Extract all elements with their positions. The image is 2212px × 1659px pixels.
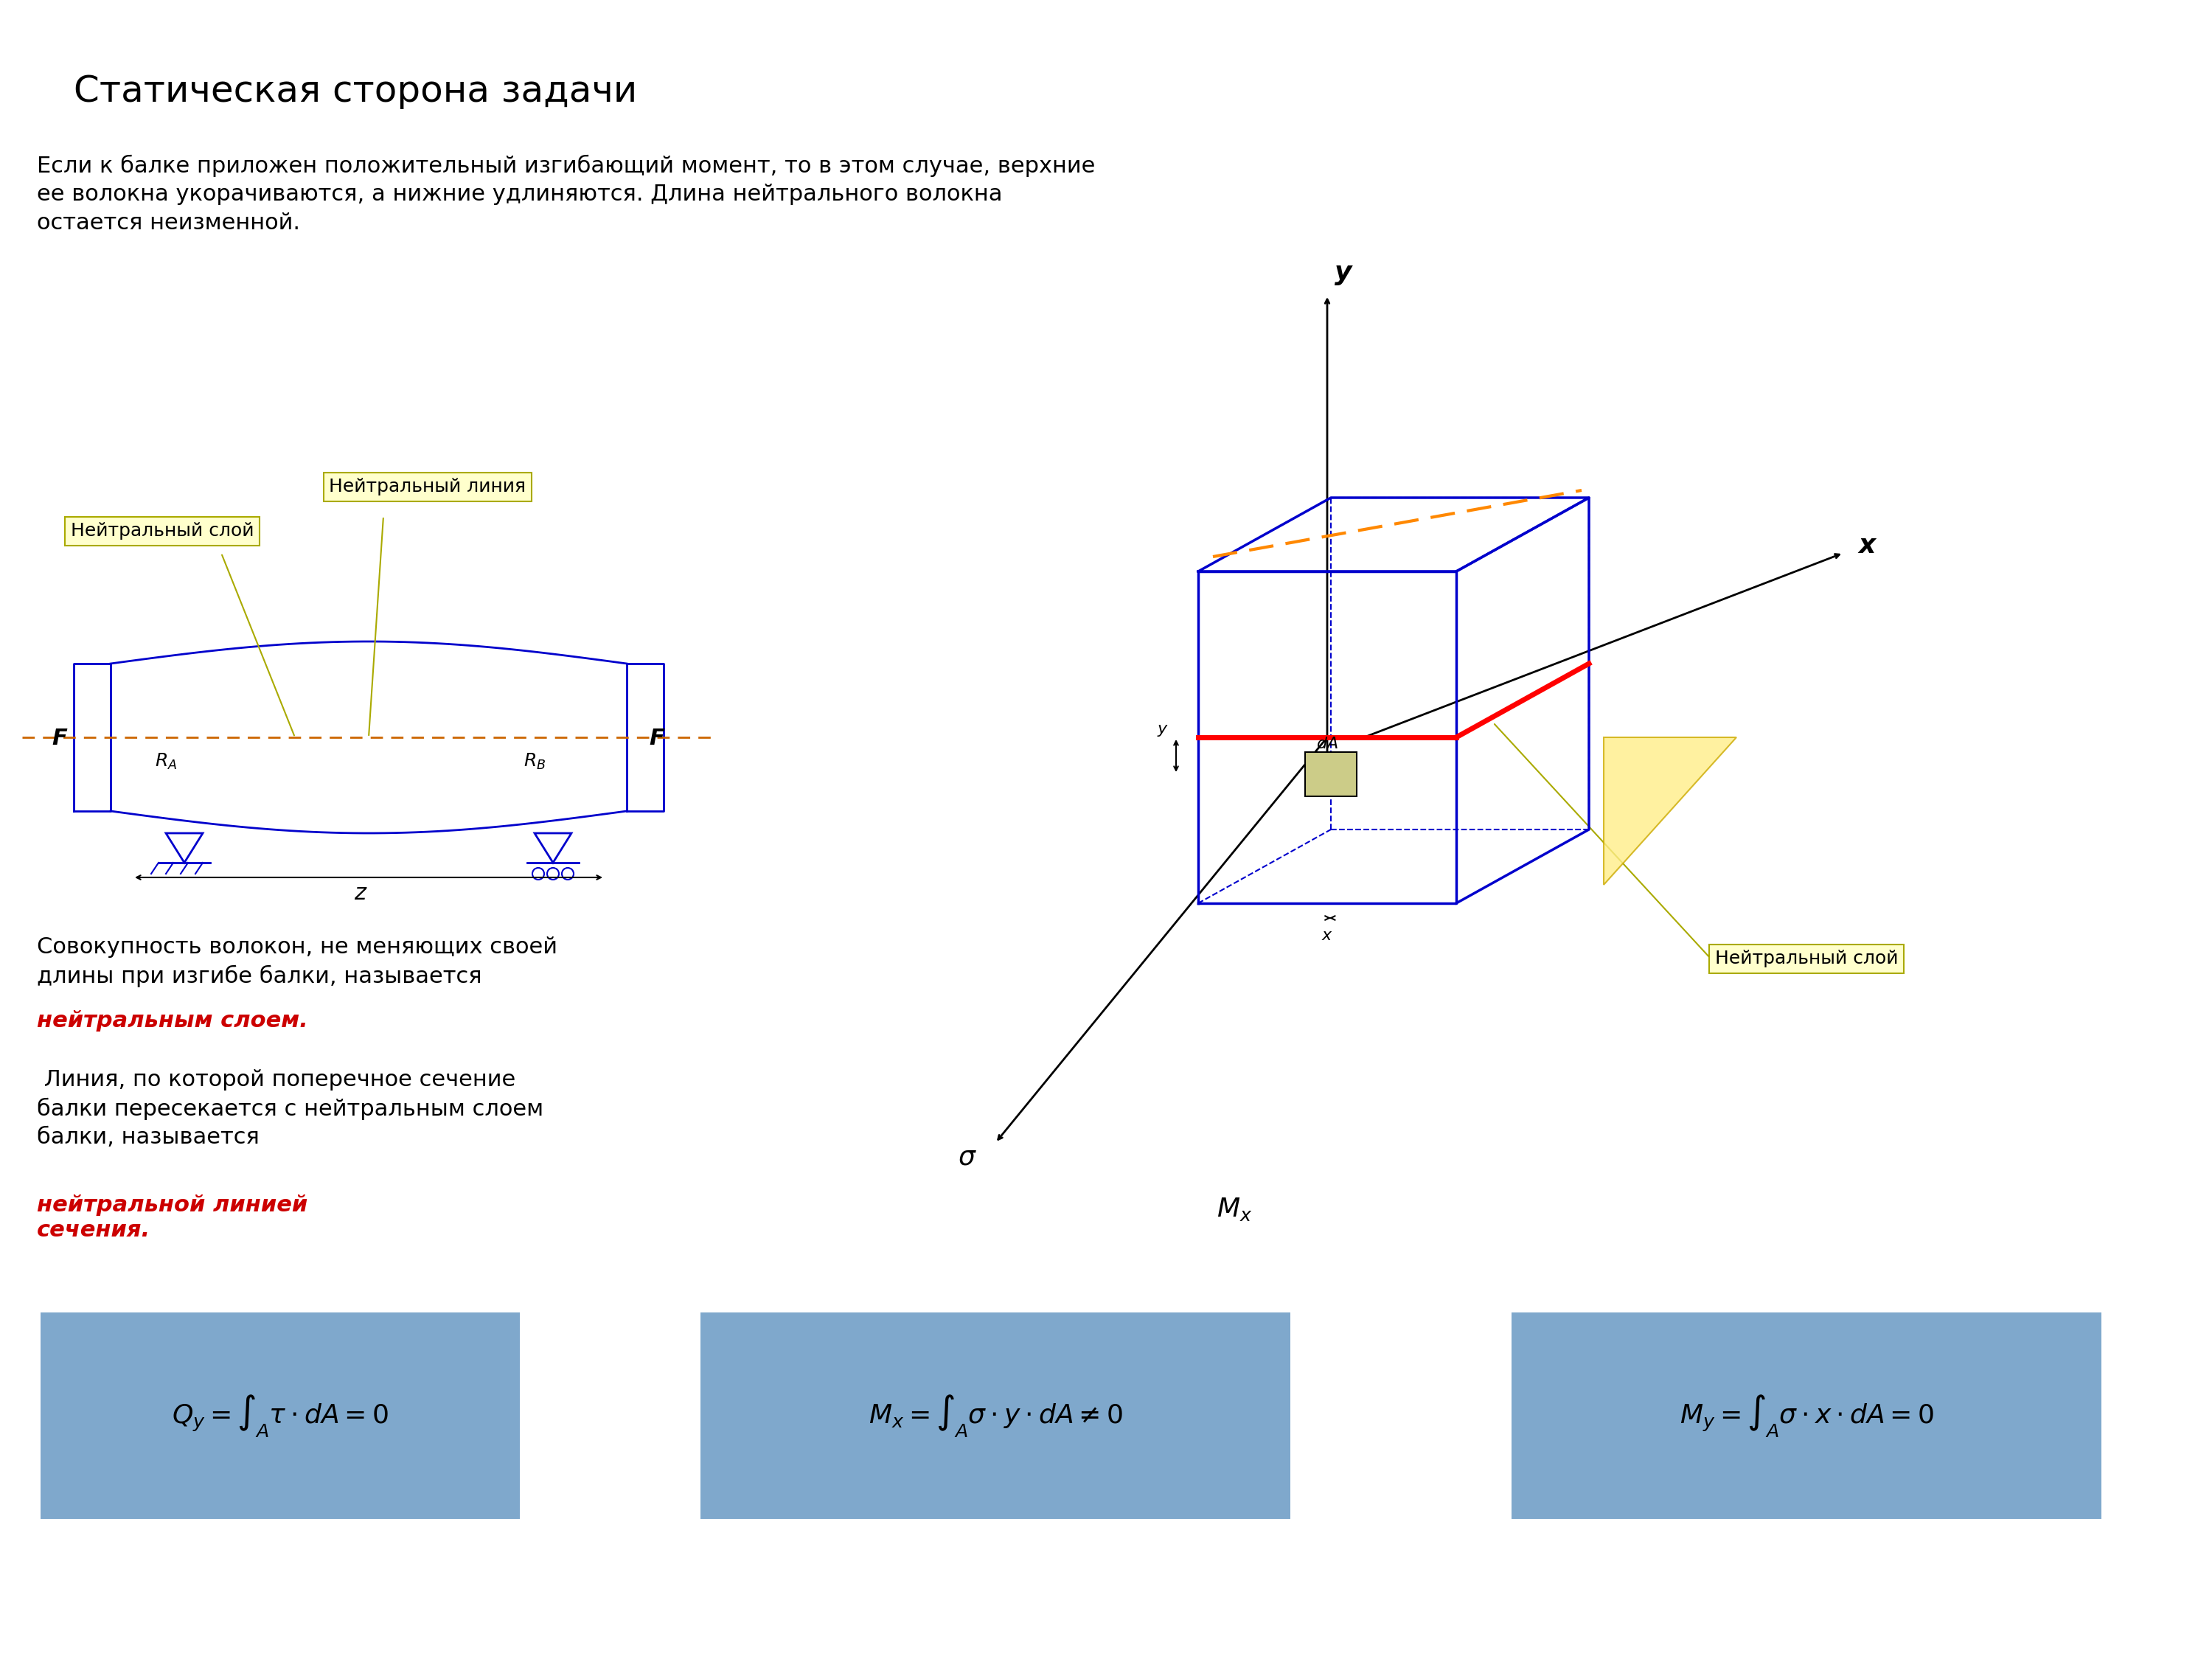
Text: $M_x$: $M_x$ bbox=[1217, 1196, 1252, 1223]
Text: Нейтральный слой: Нейтральный слой bbox=[71, 523, 254, 539]
Text: Если к балке приложен положительный изгибающий момент, то в этом случае, верхние: Если к балке приложен положительный изги… bbox=[38, 154, 1095, 234]
Text: $M_x = \int_A \sigma \cdot y \cdot dA \neq 0$: $M_x = \int_A \sigma \cdot y \cdot dA \n… bbox=[869, 1394, 1121, 1438]
Text: $R_B$: $R_B$ bbox=[524, 752, 546, 771]
Text: x: x bbox=[1321, 929, 1332, 942]
Text: $M_y = \int_A \sigma \cdot x \cdot dA = 0$: $M_y = \int_A \sigma \cdot x \cdot dA = … bbox=[1679, 1394, 1933, 1438]
Text: x: x bbox=[1858, 533, 1876, 557]
Text: Совокупность волокон, не меняющих своей
длины при изгибе балки, называется: Совокупность волокон, не меняющих своей … bbox=[38, 936, 557, 987]
Text: F: F bbox=[648, 728, 664, 750]
Text: $R_A$: $R_A$ bbox=[155, 752, 177, 771]
Text: Линия, по которой поперечное сечение
балки пересекается с нейтральным слоем
балк: Линия, по которой поперечное сечение бал… bbox=[38, 1068, 544, 1148]
Polygon shape bbox=[1305, 752, 1356, 796]
Text: z: z bbox=[354, 883, 365, 904]
Text: σ: σ bbox=[958, 1145, 975, 1170]
Text: $Q_y = \int_A \tau \cdot dA = 0$: $Q_y = \int_A \tau \cdot dA = 0$ bbox=[173, 1394, 389, 1438]
FancyBboxPatch shape bbox=[1511, 1312, 2101, 1520]
Text: $dA$: $dA$ bbox=[1316, 737, 1338, 752]
Polygon shape bbox=[1604, 737, 1736, 884]
Text: Статическая сторона задачи: Статическая сторона задачи bbox=[73, 73, 637, 109]
Text: y: y bbox=[1157, 722, 1168, 737]
Text: нейтральной линией
сечения.: нейтральной линией сечения. bbox=[38, 1194, 307, 1241]
FancyBboxPatch shape bbox=[701, 1312, 1290, 1520]
Text: нейтральным слоем.: нейтральным слоем. bbox=[38, 1010, 307, 1032]
FancyBboxPatch shape bbox=[40, 1312, 520, 1520]
Text: F: F bbox=[51, 728, 66, 750]
Text: y: y bbox=[1334, 260, 1352, 285]
Text: Нейтральный линия: Нейтральный линия bbox=[330, 478, 526, 496]
Text: Нейтральный слой: Нейтральный слой bbox=[1714, 949, 1898, 967]
